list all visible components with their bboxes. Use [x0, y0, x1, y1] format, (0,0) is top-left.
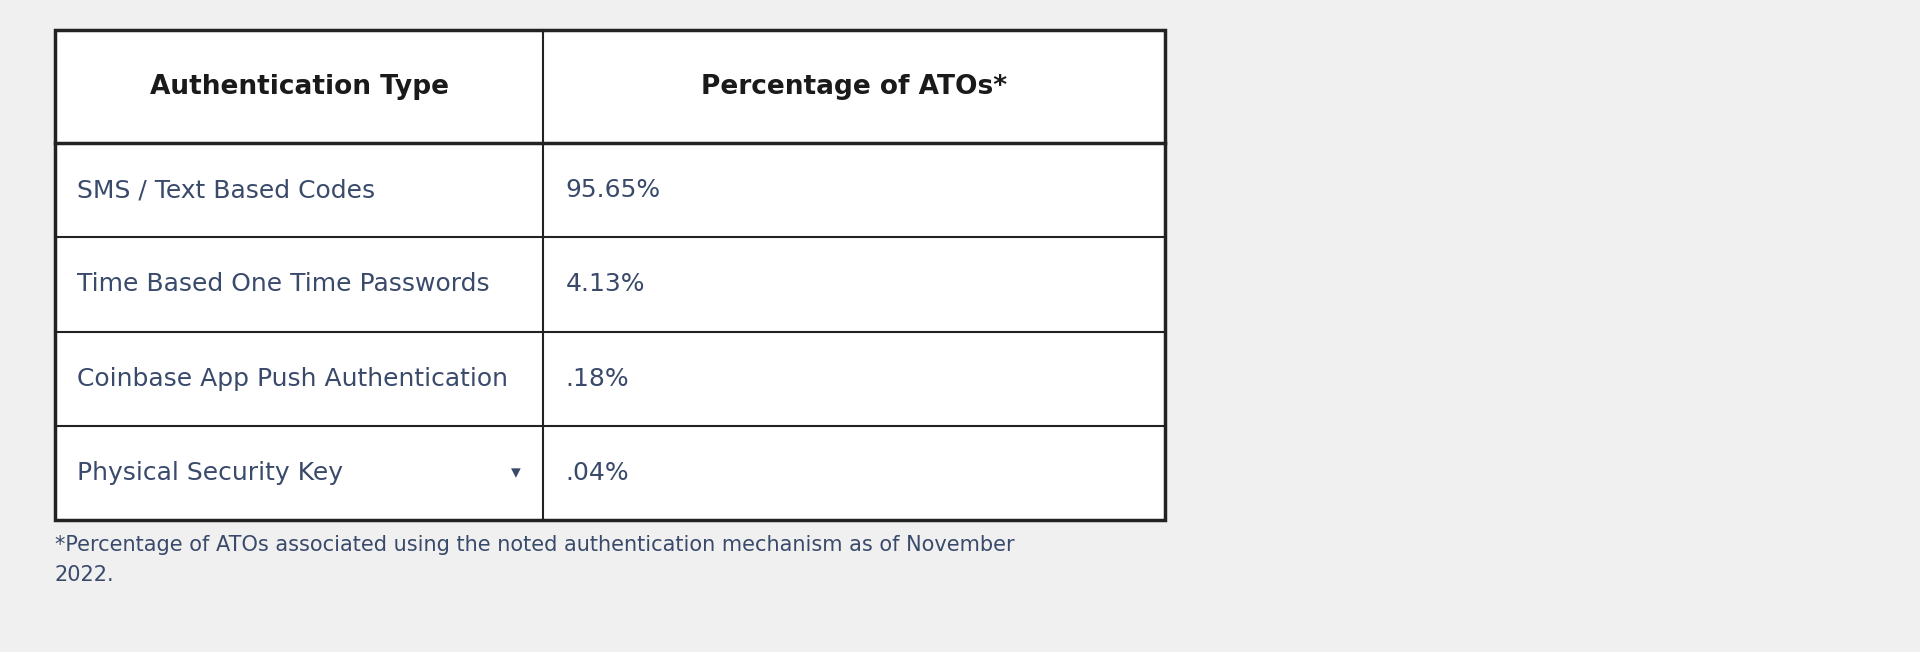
Text: 95.65%: 95.65%: [564, 178, 660, 202]
Text: ▾: ▾: [511, 464, 520, 482]
Text: Authentication Type: Authentication Type: [150, 74, 449, 100]
Text: SMS / Text Based Codes: SMS / Text Based Codes: [77, 178, 374, 202]
Text: Physical Security Key: Physical Security Key: [77, 461, 344, 485]
Text: Percentage of ATOs*: Percentage of ATOs*: [701, 74, 1008, 100]
Bar: [56, 30, 1165, 520]
Text: Coinbase App Push Authentication: Coinbase App Push Authentication: [77, 366, 509, 391]
Text: .18%: .18%: [564, 366, 630, 391]
Bar: [56, 30, 1165, 520]
Text: *Percentage of ATOs associated using the noted authentication mechanism as of No: *Percentage of ATOs associated using the…: [56, 535, 1014, 585]
Text: Time Based One Time Passwords: Time Based One Time Passwords: [77, 273, 490, 297]
Text: 4.13%: 4.13%: [564, 273, 645, 297]
Text: .04%: .04%: [564, 461, 630, 485]
